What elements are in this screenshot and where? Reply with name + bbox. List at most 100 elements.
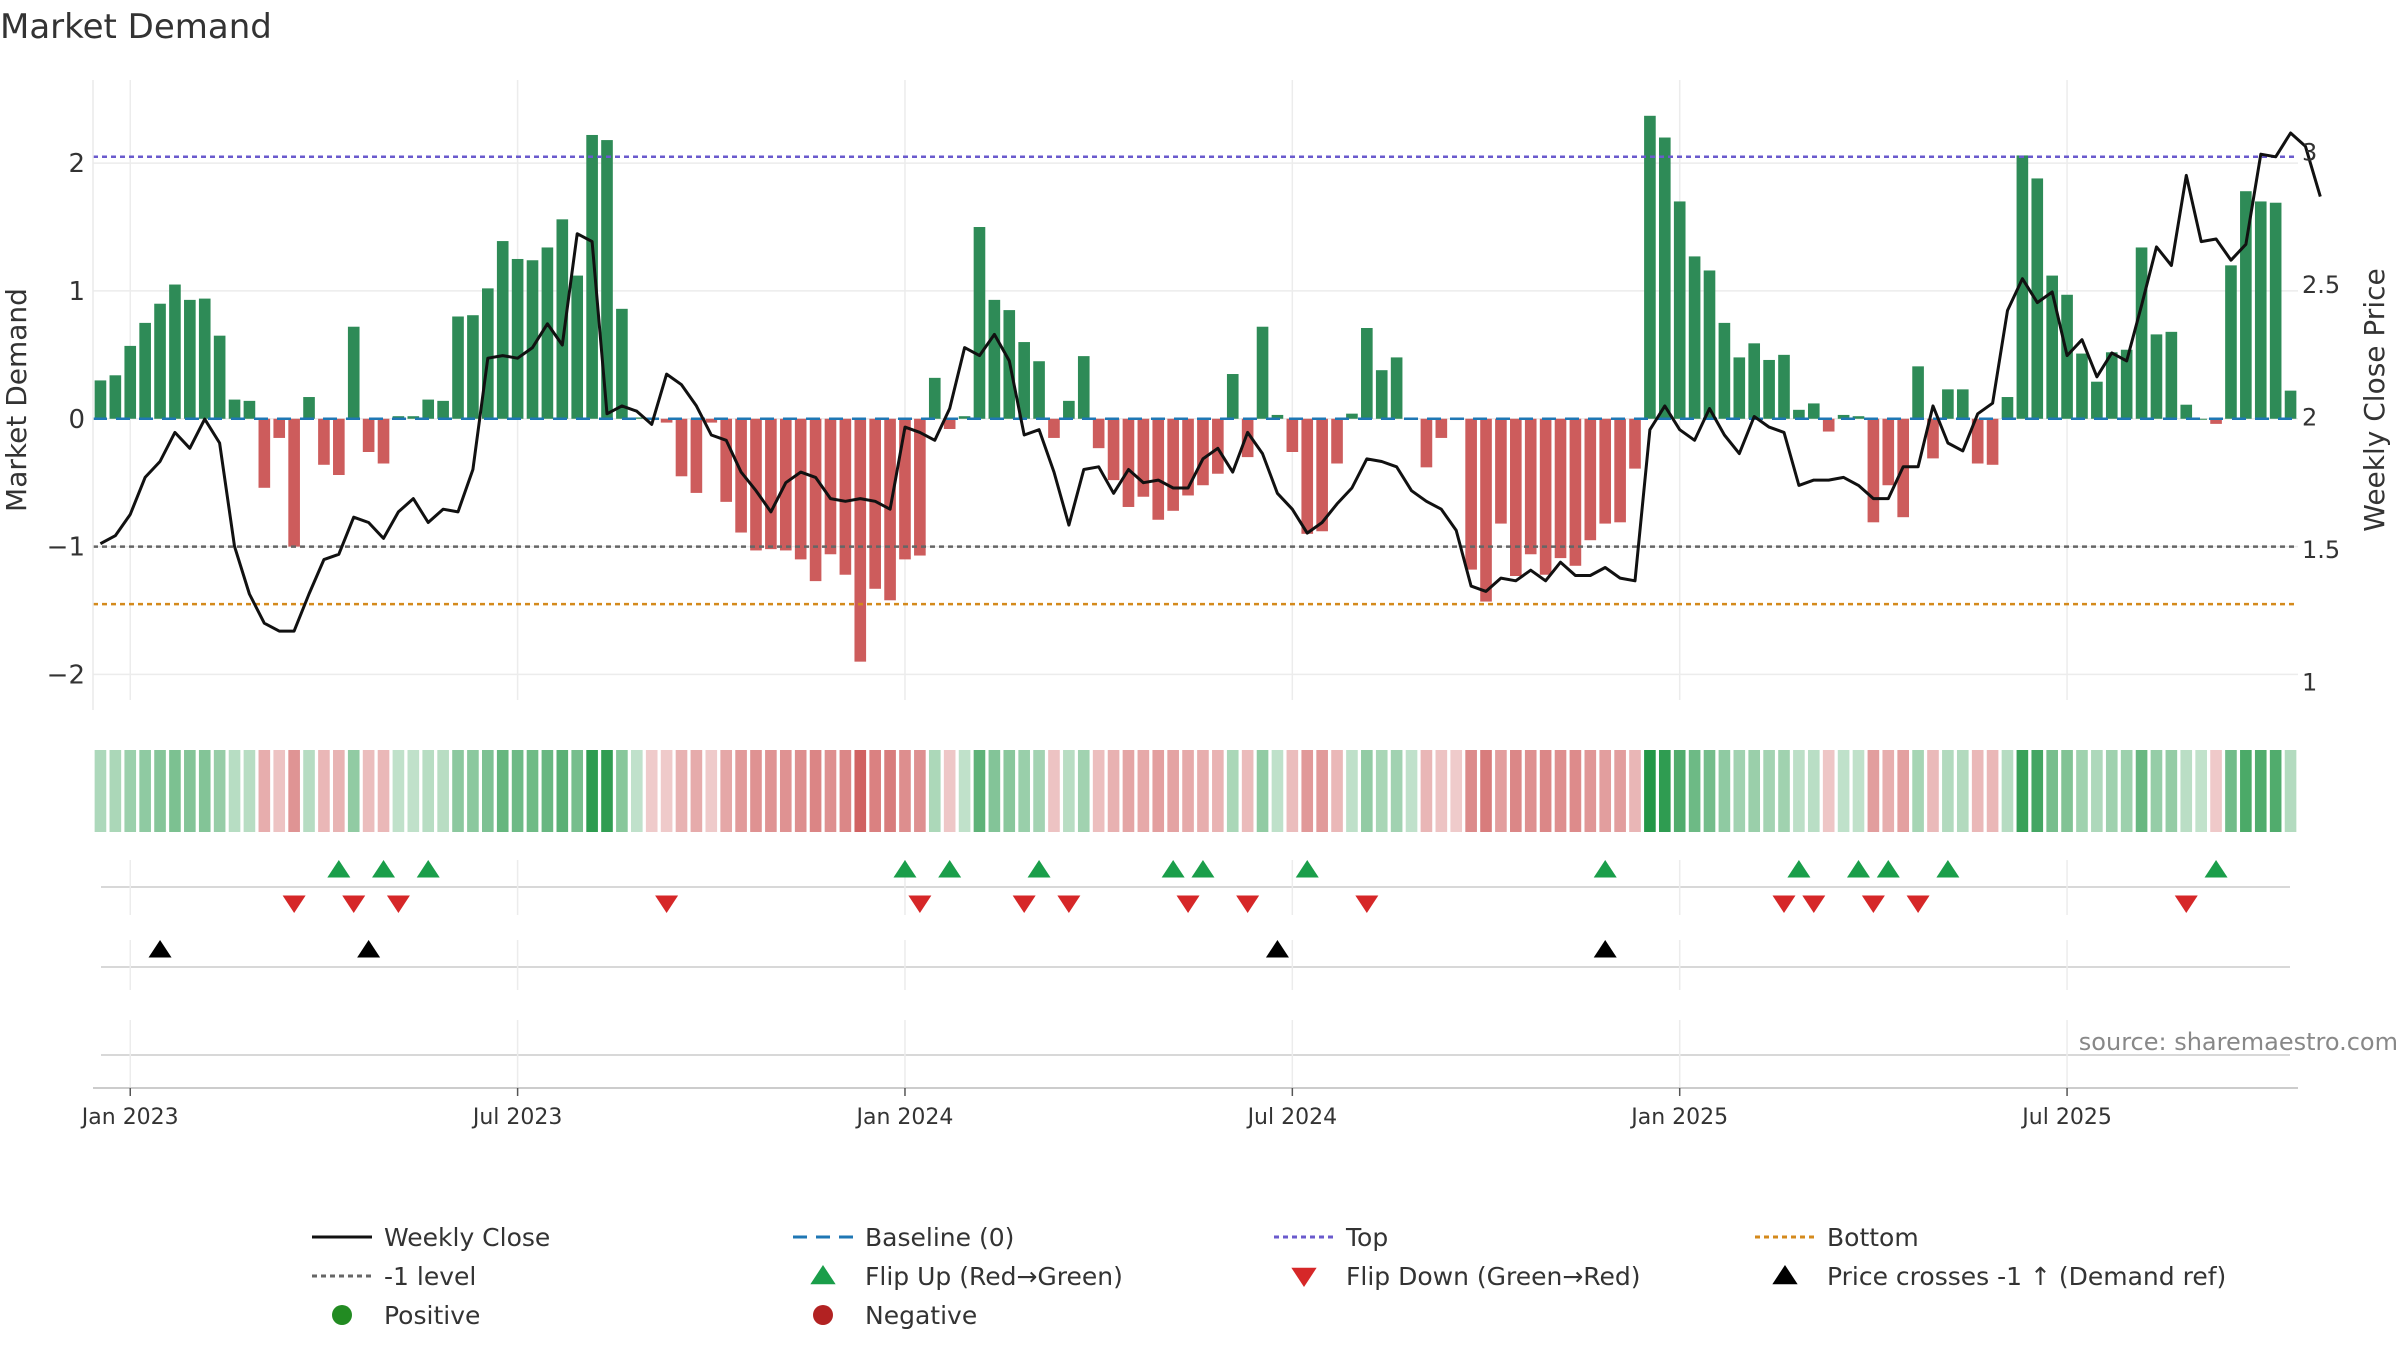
flip-up-marker xyxy=(1027,860,1051,878)
heat-cell xyxy=(630,750,643,832)
demand-bar xyxy=(1435,418,1448,438)
heat-cell xyxy=(2269,750,2282,832)
flip-up-marker xyxy=(416,860,440,878)
heat-cell xyxy=(437,750,449,832)
demand-bar xyxy=(1614,418,1626,523)
demand-bar xyxy=(288,418,300,547)
heat-cell xyxy=(1882,750,1895,832)
demand-bar xyxy=(228,399,241,419)
heat-cell xyxy=(1673,750,1686,832)
heat-cell xyxy=(1182,750,1194,832)
heat-cell xyxy=(1971,750,1984,832)
demand-bar xyxy=(1033,361,1045,419)
legend-item: Negative xyxy=(813,1301,977,1330)
demand-bar xyxy=(1271,414,1284,419)
demand-bar xyxy=(1942,389,1954,419)
heat-cell xyxy=(1375,750,1388,832)
demand-bar xyxy=(1048,418,1060,438)
demand-bar xyxy=(2240,191,2252,419)
heat-cell xyxy=(1837,750,1850,832)
heat-cell xyxy=(1495,750,1507,832)
heat-cell xyxy=(1226,750,1239,832)
heat-cell xyxy=(690,750,703,832)
heat-cell xyxy=(616,750,628,832)
legend-item: Baseline (0) xyxy=(793,1223,1014,1252)
demand-bar xyxy=(303,397,315,419)
heat-cell xyxy=(1748,750,1761,832)
demand-bar xyxy=(1018,342,1030,419)
heat-cell xyxy=(2254,750,2267,832)
demand-bar xyxy=(1301,418,1314,534)
heat-cell xyxy=(601,750,613,832)
y2-tick-label: 1 xyxy=(2302,668,2317,696)
demand-bar xyxy=(318,418,330,465)
heat-cell xyxy=(392,750,405,832)
heat-cell xyxy=(958,750,971,832)
flip-down-marker xyxy=(386,895,410,913)
demand-bar xyxy=(1241,418,1254,458)
heat-cell xyxy=(422,750,435,832)
demand-bar xyxy=(2016,155,2029,419)
heat-cell xyxy=(1480,750,1492,832)
legend-label: Flip Down (Green→Red) xyxy=(1346,1262,1641,1291)
heat-cell xyxy=(169,750,181,832)
demand-bar xyxy=(958,416,971,419)
demand-bar xyxy=(213,335,226,419)
heat-cell xyxy=(94,750,107,832)
legend-item: Bottom xyxy=(1755,1223,1919,1252)
demand-bar xyxy=(2091,381,2103,419)
heat-cell xyxy=(1077,750,1090,832)
demand-bar xyxy=(1212,418,1224,474)
y-axis-label: Market Demand xyxy=(0,288,33,512)
demand-bar xyxy=(2046,275,2058,419)
flip-up-marker xyxy=(1936,860,1960,878)
y2-tick-label: 2.5 xyxy=(2302,271,2340,299)
demand-bar xyxy=(1703,270,1716,419)
demand-bar xyxy=(2135,247,2148,419)
heat-cell xyxy=(2240,750,2252,832)
demand-bar xyxy=(1524,418,1537,555)
demand-bar xyxy=(1912,366,1924,419)
heat-cell xyxy=(705,750,718,832)
demand-bar xyxy=(1167,418,1179,511)
heat-cell xyxy=(1867,750,1880,832)
chart-title: Market Demand xyxy=(0,7,272,47)
heat-cell xyxy=(2001,750,2014,832)
heat-cell xyxy=(1316,750,1328,832)
heat-cell xyxy=(735,750,747,832)
heat-cell xyxy=(794,750,807,832)
demand-bar xyxy=(1063,400,1075,419)
x-tick-label: Jul 2023 xyxy=(471,1105,563,1130)
legend-item: Price crosses -1 ↑ (Demand ref) xyxy=(1772,1262,2226,1291)
legend-item: Weekly Close xyxy=(312,1223,550,1252)
demand-bar xyxy=(1107,418,1120,481)
heat-cell xyxy=(2135,750,2148,832)
demand-bar xyxy=(1778,354,1790,419)
demand-bar xyxy=(1539,418,1552,575)
demand-bar xyxy=(854,418,867,662)
demand-bar xyxy=(258,418,271,488)
heat-cell xyxy=(2031,750,2044,832)
legend-swatch xyxy=(813,1305,833,1325)
demand-bar xyxy=(2269,202,2282,419)
heat-cell xyxy=(198,750,211,832)
heat-cell xyxy=(1405,750,1418,832)
heat-cell xyxy=(2016,750,2029,832)
y2-axis-label: Weekly Close Price xyxy=(2358,268,2391,531)
legend-label: -1 level xyxy=(384,1262,476,1291)
demand-bar xyxy=(2284,390,2297,419)
flip-up-marker xyxy=(1161,860,1185,878)
heat-cell xyxy=(1137,750,1150,832)
flip-down-marker xyxy=(655,895,679,913)
demand-bar xyxy=(2150,334,2163,419)
demand-bar xyxy=(347,326,360,419)
heat-cell xyxy=(1197,750,1209,832)
demand-bar xyxy=(720,418,733,502)
demand-bar xyxy=(1971,418,1984,464)
heat-cell xyxy=(124,750,137,832)
legend-item: -1 level xyxy=(312,1262,476,1291)
demand-bar xyxy=(556,219,569,419)
demand-bar xyxy=(1197,418,1209,486)
reference-lines xyxy=(93,155,2298,606)
demand-bar xyxy=(1152,418,1165,520)
